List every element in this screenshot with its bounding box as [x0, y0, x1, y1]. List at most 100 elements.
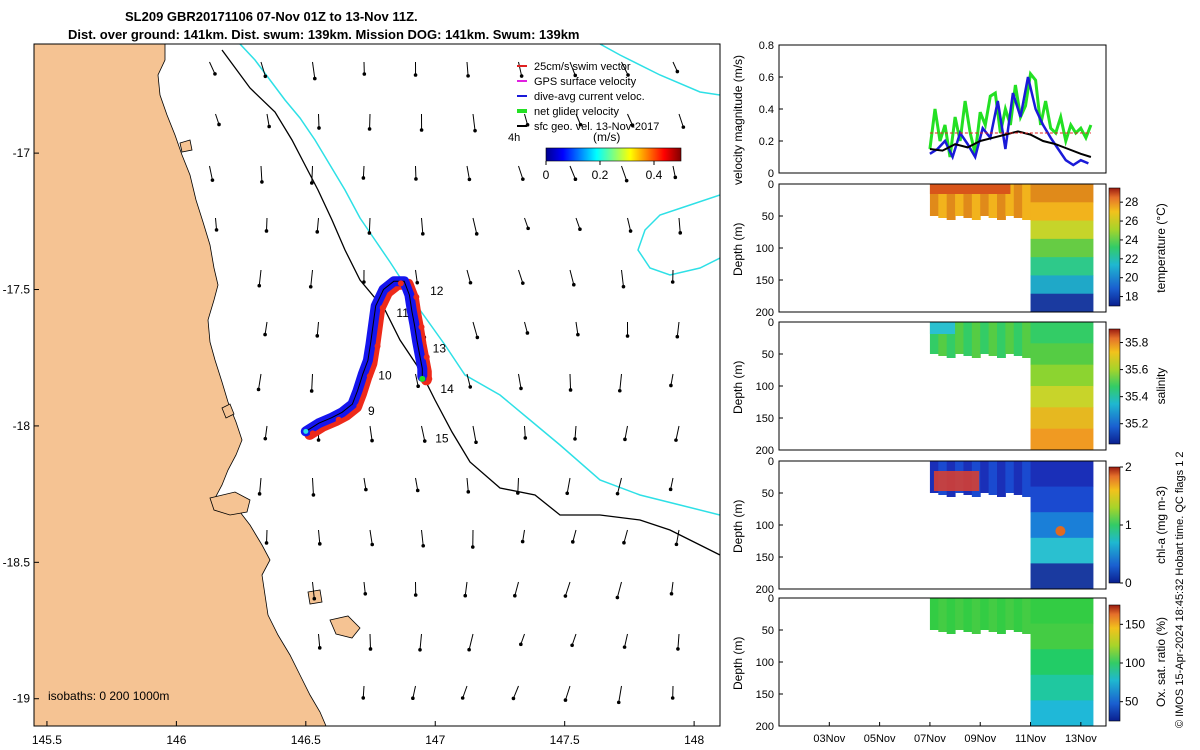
heatmap-band — [1030, 275, 1094, 295]
current-vector-head — [370, 542, 375, 547]
current-vector — [466, 477, 469, 492]
current-vector-head — [570, 540, 575, 544]
colorbar-label: chl-a (mg m-3) — [1154, 486, 1168, 564]
current-vector — [512, 685, 519, 699]
current-vector — [466, 269, 471, 283]
current-vector — [462, 685, 468, 699]
heatmap-cell — [955, 184, 964, 216]
heatmap-panel-4: 0 50 100 150 200 Depth (m) 0 1 2 chl-a (mg m-3) — [731, 456, 1168, 596]
current-vector — [419, 633, 422, 650]
heatmap-y-label: Depth (m) — [731, 223, 745, 276]
day-labels: 9 10 11 12 13 14 15 — [368, 284, 454, 445]
current-vector — [258, 269, 262, 286]
heatmap-cell — [938, 322, 948, 356]
heatmap-band — [1030, 184, 1094, 203]
glider-track — [300, 276, 433, 440]
map-x-ticks: 145.5 146 146.5 147 147.5 148 — [32, 721, 704, 747]
current-vector — [412, 685, 416, 699]
current-vector — [362, 165, 365, 178]
heatmap-cell — [929, 322, 939, 354]
current-vector — [524, 321, 528, 334]
current-vector — [518, 165, 524, 180]
current-vector — [369, 425, 373, 441]
current-vector — [266, 113, 270, 127]
day-label: 14 — [440, 382, 454, 396]
current-vector — [311, 165, 313, 183]
swim-vector-mark — [374, 343, 381, 350]
legend-label: GPS surface velocity — [534, 76, 637, 88]
current-vector — [678, 217, 681, 233]
current-vector-head — [414, 177, 418, 181]
current-vector-head — [678, 231, 683, 235]
map-x-tick-label: 148 — [684, 733, 704, 747]
current-vector-head — [263, 74, 268, 79]
current-vector-head — [573, 437, 577, 441]
current-vector-head — [463, 593, 468, 598]
current-vector-head — [570, 643, 574, 648]
current-vector — [569, 269, 575, 285]
current-vector-head — [263, 436, 268, 441]
heatmap-band — [1030, 293, 1094, 313]
current-vector-head — [474, 440, 478, 445]
heatmap-cell — [980, 184, 990, 216]
current-vector-head — [519, 642, 523, 647]
heatmap-cell — [980, 598, 990, 630]
heatmap-y-tick-label: 0 — [768, 317, 774, 329]
current-vector — [468, 633, 474, 650]
current-vector-head — [681, 125, 686, 129]
current-vector-head — [573, 73, 578, 78]
current-vector-head — [628, 229, 633, 233]
current-vector — [421, 425, 426, 442]
heatmap-band — [1030, 461, 1094, 488]
map-y-tick-label: -18.5 — [3, 555, 31, 569]
current-vector-head — [513, 593, 517, 598]
day-label: 15 — [435, 431, 449, 445]
current-vector-head — [308, 284, 313, 289]
heatmap-y-tick-label: 100 — [756, 657, 774, 669]
current-vector-head — [578, 227, 582, 232]
speed-colorbar — [545, 147, 682, 162]
current-vector-head — [621, 284, 626, 289]
current-vector-head — [623, 437, 627, 442]
current-vector — [466, 165, 470, 180]
heatmap-cell — [963, 184, 973, 218]
current-vector-head — [563, 594, 568, 598]
current-vector-head — [361, 696, 366, 700]
current-vector — [514, 581, 519, 596]
current-vector — [472, 321, 478, 338]
current-vector-head — [415, 280, 420, 285]
colorbar-tick-label: 18 — [1125, 290, 1139, 304]
current-vector-head — [315, 230, 320, 234]
heatmap-band — [1030, 220, 1094, 240]
heatmap-cell — [988, 598, 998, 632]
heatmap-cell — [929, 184, 939, 216]
colorbar-tick-label: 28 — [1125, 195, 1139, 209]
current-vector — [518, 269, 524, 284]
current-vector-head — [615, 491, 620, 496]
current-vector — [466, 61, 469, 76]
current-vector — [260, 61, 266, 77]
heatmap-y-tick-label: 50 — [762, 625, 774, 637]
current-vector-head — [521, 177, 525, 181]
heatmap-y-tick-label: 150 — [756, 689, 774, 701]
legend-label: 25cm/s swim vector — [534, 61, 631, 73]
swim-vector-mark — [335, 416, 342, 423]
time-x-tick-label: 05Nov — [864, 733, 896, 745]
current-vector — [518, 61, 523, 77]
legend-label: dive-avg current veloc. — [534, 91, 645, 103]
current-vector-head — [468, 385, 473, 389]
current-vector-head — [624, 178, 629, 183]
current-vector-head — [466, 74, 470, 78]
current-vector — [421, 217, 424, 234]
current-vector-head — [625, 334, 630, 338]
current-vector — [623, 529, 628, 543]
colorbar-tick-label: 0.2 — [592, 168, 609, 182]
time-step-label: 4h — [508, 132, 520, 144]
current-vector-head — [316, 438, 321, 442]
heatmap-band — [1030, 674, 1094, 701]
heatmap-cell — [1022, 598, 1032, 634]
current-vector-head — [468, 280, 473, 285]
heatmap-cell — [1005, 461, 1015, 493]
copyright-credit: © IMOS 15-Apr-2024 18:45:32 Hobart time.… — [1174, 451, 1186, 728]
current-vector-head — [511, 696, 516, 701]
